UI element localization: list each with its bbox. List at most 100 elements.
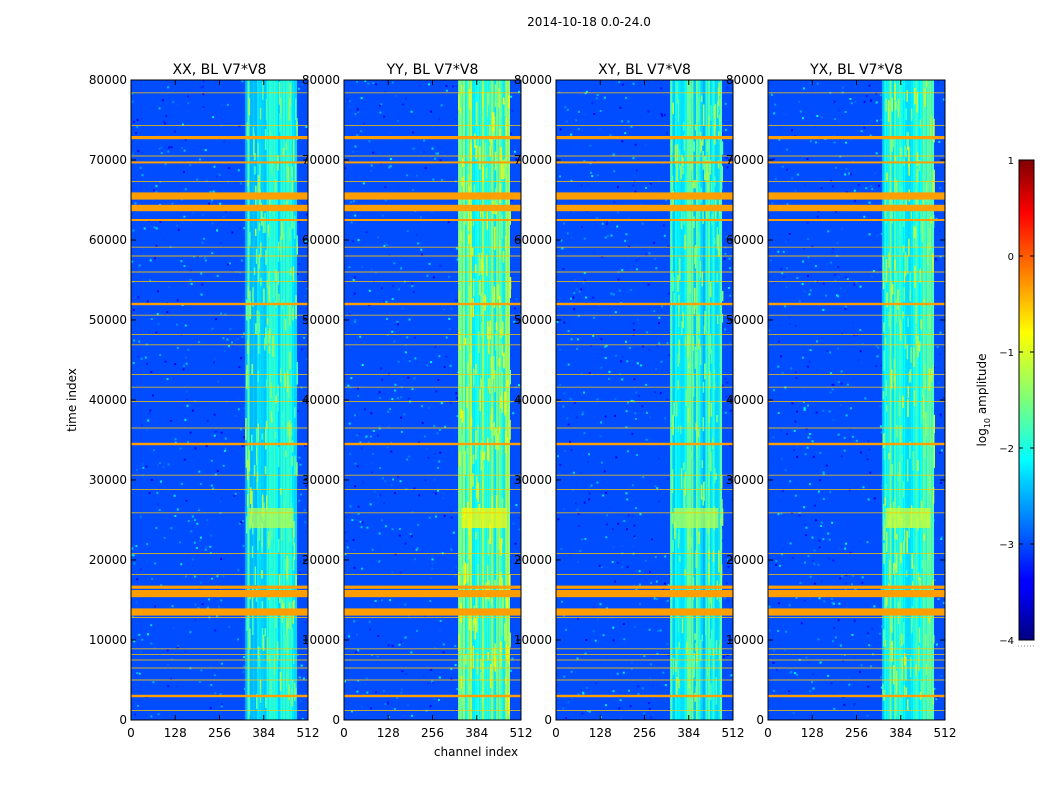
heatmap-cell [866,714,869,717]
band-texture [895,272,897,283]
heatmap-cell [851,583,853,586]
band-texture [912,451,915,471]
band-texture [715,640,718,655]
band-texture [266,637,269,662]
band-texture [257,175,260,195]
heatmap-cell [785,286,788,289]
heatmap-cell [811,681,813,684]
heatmap-cell [356,80,358,83]
y-tick-label: 50000 [302,313,340,327]
heatmap-cell [379,494,382,497]
heatmap-cell [606,523,609,526]
channel-stripe [263,80,267,720]
heatmap-cell [234,492,237,495]
heatmap-cell [728,257,731,260]
heatmap-cell [223,140,226,143]
rfi-row-strong [556,590,733,598]
heatmap-cell [593,113,596,115]
band-texture [288,523,291,543]
band-texture [921,220,923,242]
band-texture [913,565,915,580]
heatmap-cell [190,530,193,533]
band-texture [478,504,481,511]
band-texture [464,451,466,475]
band-texture [688,362,690,369]
heatmap-cell [824,366,827,369]
band-texture [477,482,479,503]
heatmap-cell [586,183,589,186]
heatmap-cell [576,481,579,484]
heatmap-cell [814,265,817,268]
heatmap-cell [384,525,387,528]
heatmap-cell [791,177,794,180]
heatmap-cell [615,354,617,357]
band-texture [886,405,888,412]
band-texture [481,440,484,452]
heatmap-cell [659,392,662,394]
heatmap-cell [174,514,177,517]
band-texture [509,574,511,591]
heatmap-cell [139,166,142,169]
band-texture [904,335,907,349]
heatmap-cell [803,290,806,293]
band-texture [256,479,258,490]
rfi-row-strong [768,219,945,221]
heatmap-cell [576,657,579,660]
band-texture [694,346,697,369]
heatmap-cell [577,314,580,317]
band-texture [285,618,288,635]
heatmap-cell [789,480,792,483]
band-texture [886,595,888,606]
heatmap-cell [184,86,187,89]
band-texture [461,85,463,95]
heatmap-cell [769,259,772,262]
band-texture [702,417,705,432]
heatmap-cell [591,477,594,480]
heatmap-cell [651,108,654,111]
x-tick-label: 0 [552,726,560,740]
heatmap-cell [811,559,814,562]
band-texture [717,314,719,324]
heatmap-cell [804,353,807,356]
band-texture [294,455,296,475]
band-texture [893,358,896,383]
heatmap-cell [656,598,659,601]
heatmap-cell [304,521,307,524]
heatmap-cell [645,253,648,256]
band-texture [926,329,929,338]
band-texture [473,278,475,297]
band-texture [479,389,481,412]
heatmap-cell [196,522,199,525]
heatmap-cell [802,433,805,436]
band-texture [504,391,506,416]
band-texture [470,144,472,159]
heatmap-cell [635,507,637,510]
rfi-row-strong [768,585,945,589]
heatmap-cell [780,457,783,460]
heatmap-cell [142,466,145,469]
band-texture [930,429,932,447]
heatmap-cell [400,430,403,433]
heatmap-cell [202,80,205,83]
x-tick-label: 384 [465,726,488,740]
heatmap-cell [415,228,418,230]
heatmap-cell [786,203,789,205]
band-texture [715,473,717,480]
band-texture [915,412,918,435]
heatmap-cell [360,526,363,529]
heatmap-cell [357,505,360,508]
heatmap-cell [635,391,638,394]
heatmap-cell [190,269,192,272]
heatmap-cell [155,191,158,194]
heatmap-cell [183,149,186,152]
heatmap-cell [166,378,169,381]
band-texture [476,476,478,499]
band-texture [469,678,472,699]
heatmap-cell [619,106,622,109]
heatmap-cell [198,470,201,473]
band-texture [715,677,717,690]
heatmap-cell [238,125,241,128]
heatmap-cell [301,348,304,351]
band-texture [268,346,271,354]
heatmap-cell [841,227,844,230]
